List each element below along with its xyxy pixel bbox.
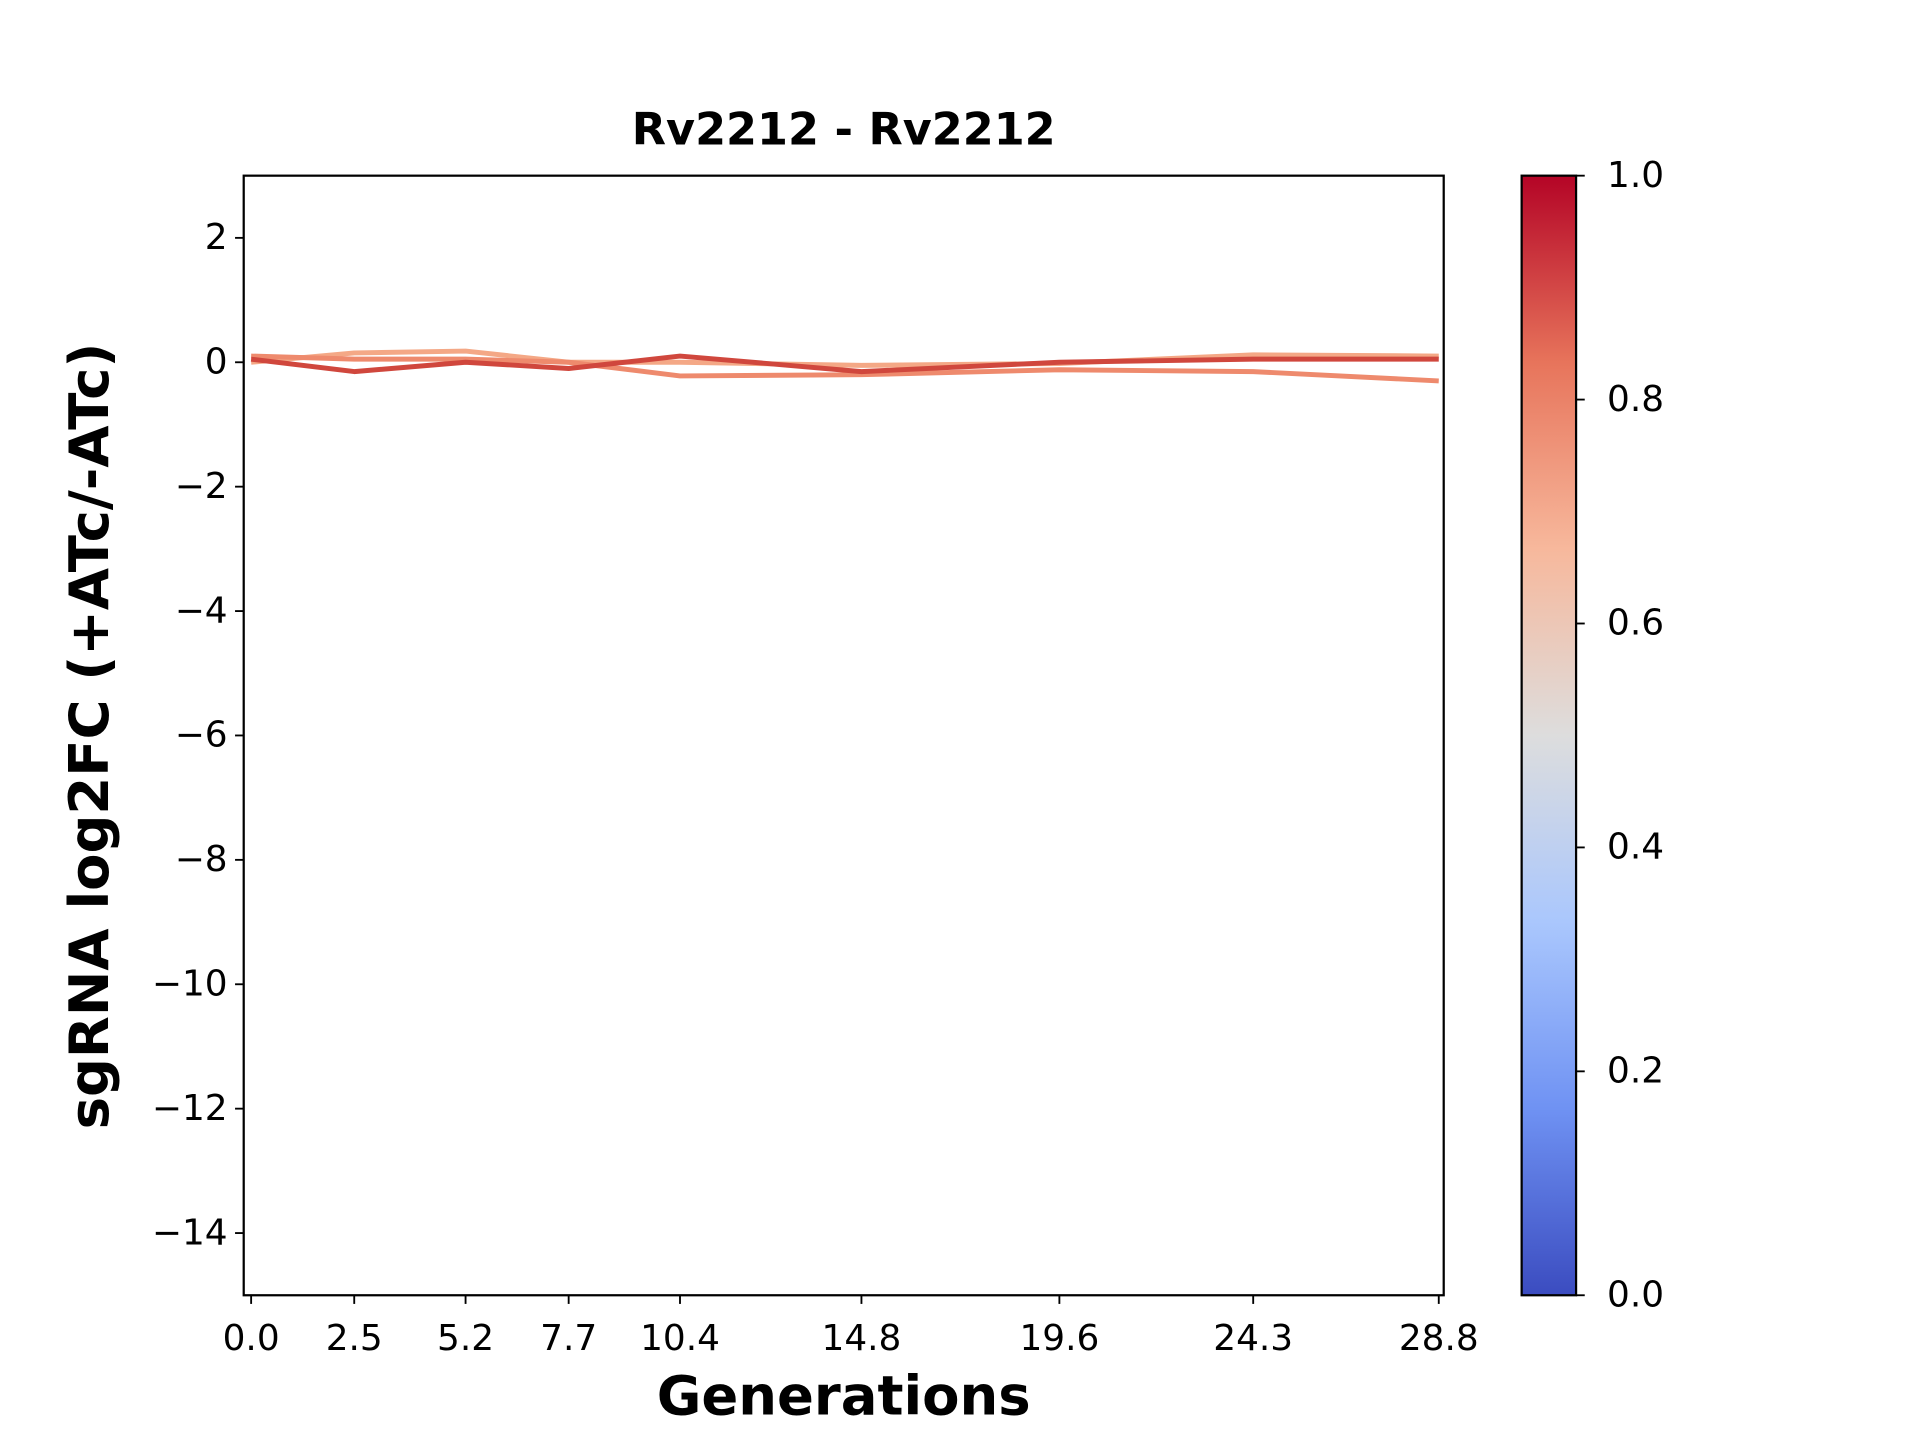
series-line [251, 353, 1439, 384]
y-tick-label: 0 [205, 342, 228, 383]
series-line [250, 353, 1439, 375]
y-tick-label: −6 [175, 715, 228, 756]
y-tick-label: 2 [205, 217, 228, 258]
x-tick-label: 10.4 [640, 1318, 720, 1359]
x-tick-label: 28.8 [1399, 1318, 1479, 1359]
chart-title: Rv2212 - Rv2212 [632, 103, 1056, 155]
x-axis-label: Generations [657, 1363, 1031, 1427]
y-tick-label: −10 [152, 963, 228, 1004]
x-tick-label: 0.0 [223, 1318, 280, 1359]
y-tick-label: −12 [152, 1088, 228, 1129]
colorbar-tick-label: 1.0 [1607, 155, 1664, 196]
y-tick-label: −2 [175, 466, 228, 507]
y-tick-label: −4 [175, 590, 228, 631]
y-tick-label: −8 [175, 839, 228, 880]
colorbar-tick-label: 0.8 [1607, 379, 1664, 420]
plot-frame [242, 174, 1445, 1297]
y-axis-label: sgRNA log2FC (+ATc/-ATc) [57, 343, 121, 1130]
series-line [250, 348, 1439, 368]
x-tick-label: 2.5 [326, 1318, 383, 1359]
colorbar-tick-label: 0.4 [1607, 827, 1664, 868]
colorbar [1520, 174, 1578, 1297]
colorbar-tick-label: 0.6 [1607, 603, 1664, 644]
x-tick-label: 19.6 [1019, 1318, 1099, 1359]
x-tick-label: 24.3 [1213, 1318, 1293, 1359]
x-tick-label: 7.7 [540, 1318, 597, 1359]
y-tick-label: −14 [152, 1212, 228, 1253]
colorbar-tick-label: 0.2 [1607, 1051, 1664, 1092]
x-tick-label: 14.8 [822, 1318, 902, 1359]
x-tick-label: 5.2 [437, 1318, 494, 1359]
colorbar-tick-label: 0.0 [1607, 1274, 1664, 1315]
